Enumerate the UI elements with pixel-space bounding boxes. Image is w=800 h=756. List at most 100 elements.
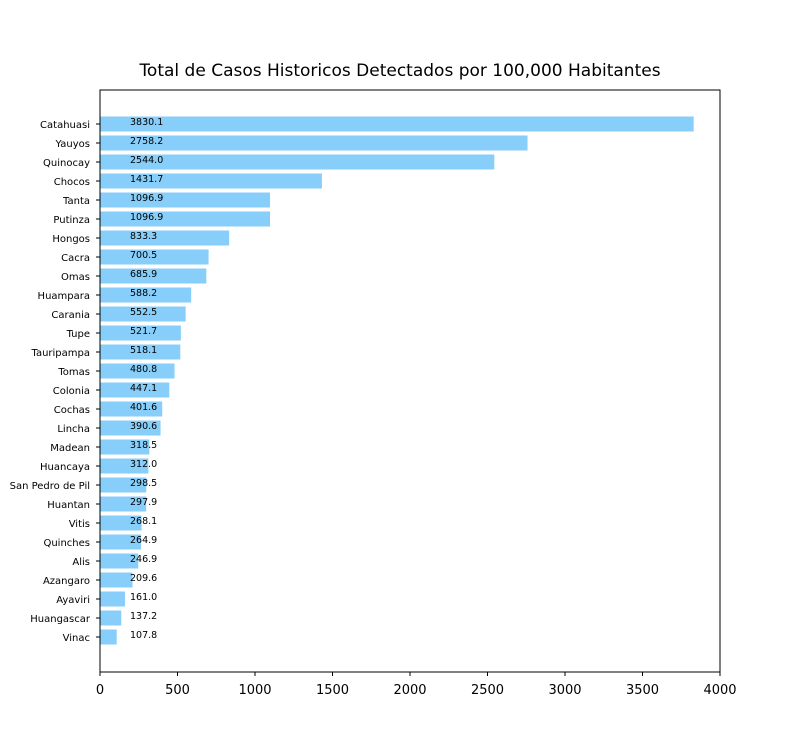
value-label: 1431.7	[130, 174, 163, 185]
bar-alis	[100, 553, 139, 569]
bar-chocos	[100, 173, 322, 189]
bar-tupe	[100, 325, 181, 341]
bar-azangaro	[100, 572, 133, 588]
bar-tanta	[100, 192, 271, 208]
bar-yauyos	[100, 135, 528, 151]
bars-layer	[100, 116, 694, 645]
value-label: 521.7	[130, 326, 157, 337]
value-label: 1096.9	[130, 212, 163, 223]
category-label: Huampara	[38, 291, 90, 302]
category-label: Putinza	[53, 215, 90, 226]
category-label: Huantan	[47, 500, 90, 511]
category-label: Huancaya	[40, 462, 90, 473]
x-axis-ticks-layer: 0 500 1000 1500 2000 2500 3000 3500 4000	[96, 672, 737, 698]
value-label: 298.5	[130, 478, 157, 489]
x-tick-label: 1000	[238, 683, 271, 698]
category-label: Tupe	[66, 329, 90, 340]
bar-carania	[100, 306, 186, 322]
value-label: 268.1	[130, 516, 157, 527]
bar-huantan	[100, 496, 147, 512]
value-label: 264.9	[130, 535, 157, 546]
value-label: 1096.9	[130, 193, 163, 204]
value-label: 2544.0	[130, 155, 163, 166]
bar-tomas	[100, 363, 175, 379]
category-label: Hongos	[52, 234, 90, 245]
value-label: 246.9	[130, 554, 157, 565]
bar-cacra	[100, 249, 209, 265]
bar-huangascar	[100, 610, 122, 626]
category-label: Catahuasi	[40, 120, 90, 131]
value-label: 685.9	[130, 269, 157, 280]
category-label: Madean	[50, 443, 90, 454]
bar-tauripampa	[100, 344, 181, 360]
bar-vitis	[100, 515, 142, 531]
value-label: 401.6	[130, 402, 157, 413]
value-label: 297.9	[130, 497, 157, 508]
bar-omas	[100, 268, 207, 284]
x-tick-label: 0	[96, 683, 104, 698]
x-tick-label: 4000	[703, 683, 736, 698]
bar-madean	[100, 439, 150, 455]
category-label: Tanta	[62, 196, 90, 207]
bar-hongos	[100, 230, 230, 246]
x-tick-label: 3000	[548, 683, 581, 698]
category-label: Carania	[51, 310, 90, 321]
bar-putinza	[100, 211, 271, 227]
category-labels-layer: Catahuasi Yauyos Quinocay Chocos Tanta Putinz…	[10, 120, 100, 644]
category-label: Tauripampa	[30, 348, 90, 359]
category-label: Cacra	[61, 253, 90, 264]
value-label: 161.0	[130, 592, 157, 603]
category-label: Lincha	[57, 424, 90, 435]
bar-quinocay	[100, 154, 495, 170]
bar-ayaviri	[100, 591, 125, 607]
value-label: 588.2	[130, 288, 157, 299]
value-label: 700.5	[130, 250, 157, 261]
value-label: 3830.1	[130, 117, 163, 128]
x-tick-label: 2000	[393, 683, 426, 698]
category-label: Huangascar	[30, 614, 91, 625]
category-label: San Pedro de Pil	[10, 481, 90, 492]
category-label: Azangaro	[43, 576, 90, 587]
value-label: 447.1	[130, 383, 157, 394]
value-label: 318.5	[130, 440, 157, 451]
value-label: 518.1	[130, 345, 157, 356]
value-label: 312.0	[130, 459, 157, 470]
category-label: Vitis	[69, 519, 90, 530]
category-label: Quinches	[43, 538, 90, 549]
bar-huampara	[100, 287, 192, 303]
category-label: Ayaviri	[56, 595, 90, 606]
value-labels-layer: 3830.1 2758.2 2544.0 1431.7 1096.9 1096.9 833.…	[130, 117, 163, 641]
chart-title: Total de Casos Historicos Detectados por…	[138, 61, 660, 81]
category-label: Alis	[72, 557, 90, 568]
x-tick-label: 500	[165, 683, 190, 698]
bar-colonia	[100, 382, 170, 398]
value-label: 833.3	[130, 231, 157, 242]
category-label: Yauyos	[55, 139, 90, 150]
value-label: 137.2	[130, 611, 157, 622]
category-label: Vinac	[63, 633, 90, 644]
value-label: 107.8	[130, 630, 157, 641]
category-label: Omas	[61, 272, 90, 283]
x-tick-label: 1500	[316, 683, 349, 698]
category-label: Quinocay	[43, 158, 90, 169]
x-tick-label: 2500	[471, 683, 504, 698]
bar-quinches	[100, 534, 142, 550]
plot-frame	[99, 89, 721, 673]
category-label: Cochas	[54, 405, 90, 416]
category-label: Tomas	[57, 367, 90, 378]
bar-cochas	[100, 401, 163, 417]
category-label: Colonia	[53, 386, 90, 397]
bar-catahuasi	[100, 116, 694, 132]
category-label: Chocos	[54, 177, 90, 188]
bar-san-pedro-de-pil	[100, 477, 147, 493]
bar-huancaya	[100, 458, 149, 474]
value-label: 552.5	[130, 307, 157, 318]
value-label: 209.6	[130, 573, 157, 584]
x-tick-label: 3500	[626, 683, 659, 698]
bar-lincha	[100, 420, 161, 436]
value-label: 480.8	[130, 364, 157, 375]
value-label: 390.6	[130, 421, 157, 432]
bar-vinac	[100, 629, 117, 645]
